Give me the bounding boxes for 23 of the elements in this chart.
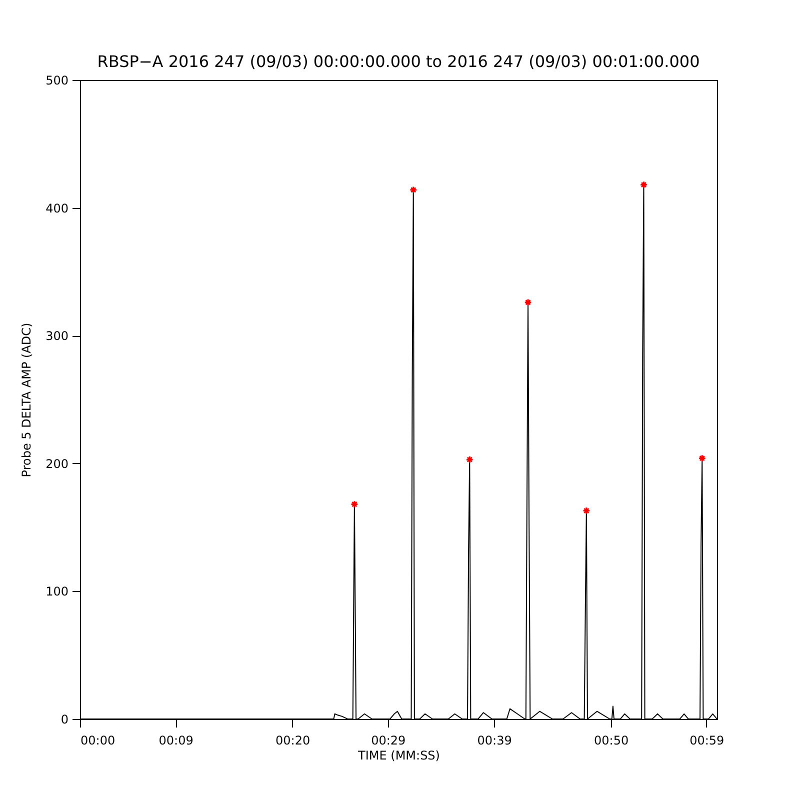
point — [466, 456, 474, 464]
y-axis-title: Probe 5 DELTA AMP (ADC) — [20, 322, 34, 478]
x-axis-title: TIME (MM:SS) — [357, 748, 440, 762]
point — [350, 500, 358, 508]
y-tick-label: 0 — [60, 712, 68, 726]
point — [698, 454, 706, 462]
x-tick-label: 00:50 — [594, 734, 629, 748]
x-tick-label: 00:39 — [477, 734, 512, 748]
chart-title: RBSP−A 2016 247 (09/03) 00:00:00.000 to 2016 247 (09/03) 00:01:00.000 — [97, 52, 700, 71]
y-tick-label: 500 — [46, 74, 68, 88]
y-tick-label: 400 — [46, 201, 68, 216]
x-tick-label: 00:20 — [276, 734, 310, 748]
y-tick-label: 200 — [46, 456, 68, 471]
point — [524, 298, 532, 306]
x-tick-label: 00:59 — [690, 734, 724, 748]
y-tick-label: 300 — [46, 329, 68, 344]
point — [582, 506, 590, 515]
x-tick-label: 00:00 — [80, 734, 116, 748]
point — [409, 186, 418, 194]
y-tick-label: 100 — [46, 584, 68, 599]
point — [640, 180, 648, 189]
x-tick-label: 00:29 — [371, 734, 406, 748]
x-tick-label: 00:09 — [158, 734, 194, 748]
